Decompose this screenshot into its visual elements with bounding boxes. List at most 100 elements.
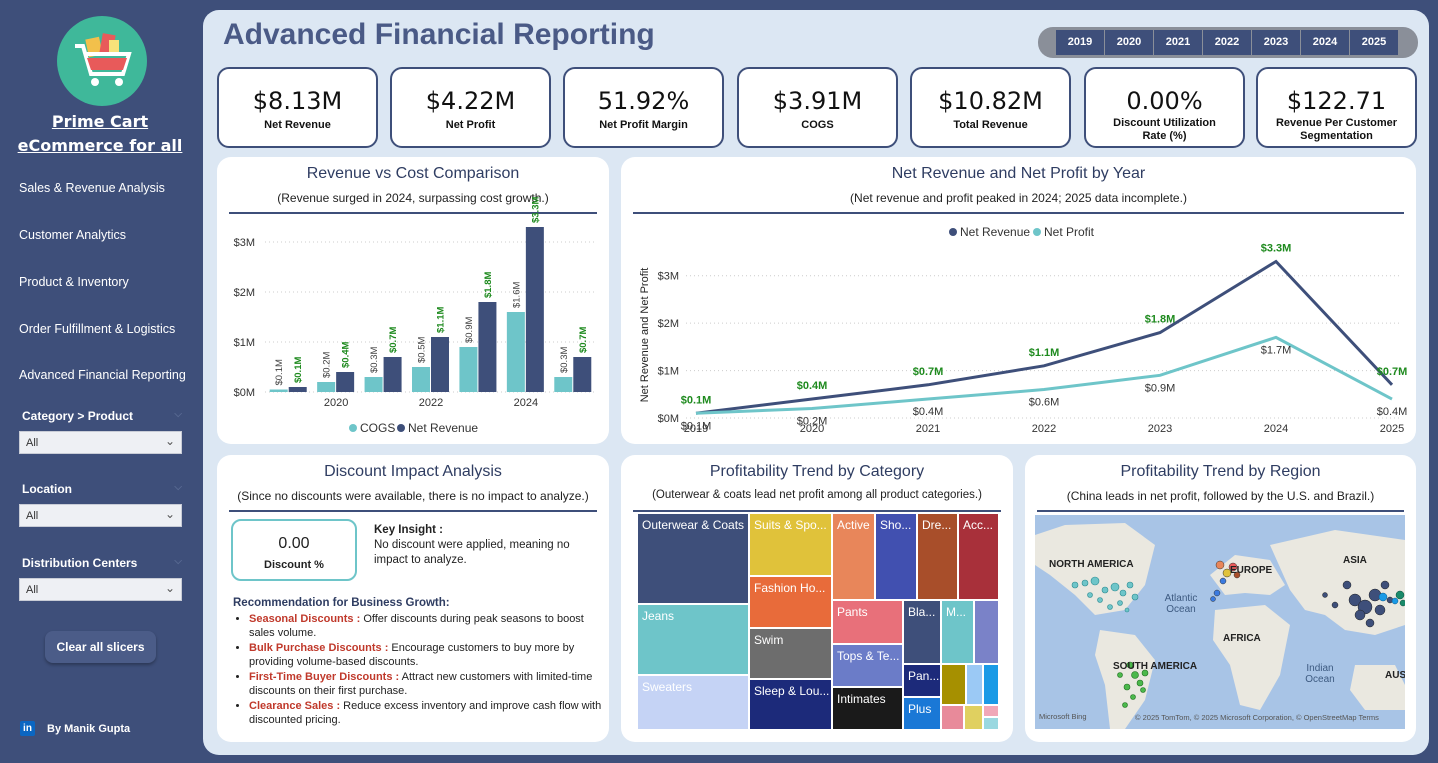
treemap-tile-dresses[interactable]: Dre... xyxy=(917,513,958,600)
chevron-down-icon[interactable]: ⌵ xyxy=(174,482,182,493)
treemap-tile-swim[interactable]: Swim xyxy=(749,628,832,679)
bar-net-revenue xyxy=(573,357,592,392)
x-tick-label: 2022 xyxy=(1032,423,1056,435)
treemap-tile-jeans[interactable]: Jeans xyxy=(637,604,749,675)
location-slicer-dropdown[interactable]: All ⌄ xyxy=(19,504,182,527)
bar-data-label: $0.7M xyxy=(578,327,589,353)
distribution-slicer-dropdown[interactable]: All ⌄ xyxy=(19,578,182,601)
chevron-down-icon[interactable]: ⌵ xyxy=(174,556,182,567)
treemap-tile-sleep[interactable]: Sleep & Lou... xyxy=(749,679,832,730)
year-button-2024[interactable]: 2024 xyxy=(1301,30,1349,55)
rec-key: Bulk Purchase Discounts : xyxy=(249,642,389,654)
treemap-tile-plus[interactable]: Plus xyxy=(903,697,941,730)
rec-text: Offer discounts during peak seasons to b… xyxy=(249,613,584,639)
treemap-tile-fashion-hoodies[interactable]: Fashion Ho... xyxy=(749,576,832,628)
y-axis-label: Net Revenue and Net Profit xyxy=(639,268,651,403)
y-tick-label: $3M xyxy=(658,271,679,283)
bar-cogs xyxy=(269,389,288,392)
nav-order-fulfillment[interactable]: Order Fulfillment & Logistics xyxy=(19,322,176,336)
y-tick-label: $0M xyxy=(234,387,255,399)
treemap-tile-m[interactable]: M... xyxy=(941,600,974,664)
x-tick-label: 2025 xyxy=(1380,423,1404,435)
revenue-cost-bar-chart: $0M $1M $2M $3M $0.1M $0.1M $0.2M $0.4M $0.3M $0.… xyxy=(234,197,597,435)
rec-text: Encourage customers to buy more by provi… xyxy=(249,642,575,668)
brand-line-2: eCommerce for all xyxy=(17,136,183,155)
linkedin-icon[interactable]: in xyxy=(20,721,35,736)
key-insight: Key Insight : No discount were applied, … xyxy=(374,523,599,568)
region-bubble-map[interactable]: NORTH AMERICA EUROPE ASIA AFRICA SOUTH A… xyxy=(1035,515,1405,729)
kpi-value: $3.91M xyxy=(772,87,863,115)
line-data-label: $0.1M xyxy=(681,394,712,406)
chart-subtitle: (Outerwear & coats lead net profit among… xyxy=(652,489,982,501)
year-button-2023[interactable]: 2023 xyxy=(1252,30,1300,55)
chart-title: Profitability Trend by Category xyxy=(709,463,925,480)
treemap-tile-small[interactable] xyxy=(941,705,964,730)
line-data-label: $0.4M xyxy=(797,380,828,392)
map-label-australia: AUSTR xyxy=(1385,670,1405,681)
treemap-tile-small[interactable] xyxy=(983,717,999,730)
bar-cogs xyxy=(364,377,383,392)
treemap-tile-active[interactable]: Active xyxy=(832,513,875,600)
chevron-down-icon[interactable]: ⌵ xyxy=(174,409,182,420)
treemap-tile-small[interactable] xyxy=(983,664,999,705)
rec-key: Seasonal Discounts : xyxy=(249,613,361,625)
treemap-tile-pants-alt[interactable]: Pan... xyxy=(903,664,941,697)
y-tick-label: $3M xyxy=(234,237,255,249)
x-tick-label: 2020 xyxy=(324,397,348,409)
slicer-label-text: Category > Product xyxy=(22,409,134,423)
rec-text: Reduce excess inventory and improve cash… xyxy=(249,700,602,726)
map-label-south-america: SOUTH AMERICA xyxy=(1113,661,1198,672)
treemap-tile-small[interactable] xyxy=(983,705,999,717)
bar-cogs xyxy=(317,382,336,392)
treemap-tile-intimates[interactable]: Intimates xyxy=(832,687,903,730)
nav-sales-revenue[interactable]: Sales & Revenue Analysis xyxy=(19,181,165,195)
recommendations: Recommendation for Business Growth: Seas… xyxy=(233,596,603,728)
nav-advanced-financial[interactable]: Advanced Financial Reporting xyxy=(19,368,186,382)
treemap-tile-accessories[interactable]: Acc... xyxy=(958,513,999,600)
line-data-label: $0.7M xyxy=(913,366,944,378)
series-line-net-revenue xyxy=(695,259,1394,415)
year-button-2019[interactable]: 2019 xyxy=(1056,30,1104,55)
treemap-tile-tops[interactable]: Tops & Te... xyxy=(832,644,903,687)
year-button-2021[interactable]: 2021 xyxy=(1154,30,1202,55)
treemap-tile-misc[interactable] xyxy=(974,600,999,664)
year-button-2022[interactable]: 2022 xyxy=(1203,30,1251,55)
treemap-tile-blazers[interactable]: Bla... xyxy=(903,600,941,664)
nav-customer-analytics[interactable]: Customer Analytics xyxy=(19,228,126,242)
treemap-tile-small[interactable] xyxy=(966,664,983,705)
year-button-2025[interactable]: 2025 xyxy=(1350,30,1398,55)
treemap-tile-sweaters[interactable]: Sweaters xyxy=(637,675,749,730)
divider xyxy=(229,510,597,512)
line-data-label: $0.6M xyxy=(1029,397,1060,409)
bar-data-label: $0.2M xyxy=(322,352,333,378)
treemap-tile-outerwear[interactable]: Outerwear & Coats xyxy=(637,513,749,604)
year-button-2020[interactable]: 2020 xyxy=(1105,30,1153,55)
bar-net-revenue xyxy=(288,387,307,392)
clear-all-slicers-button[interactable]: Clear all slicers xyxy=(45,631,156,663)
insight-text: No discount were applied, meaning no imp… xyxy=(374,539,570,566)
author-credit: in By Manik Gupta xyxy=(20,721,130,736)
y-tick-label: $2M xyxy=(234,287,255,299)
x-tick-label: 2022 xyxy=(419,397,443,409)
treemap-tile-shorts[interactable]: Sho... xyxy=(875,513,917,600)
net-revenue-profit-card: Net Revenue and Net Profit by Year (Net … xyxy=(621,157,1416,444)
kpi-value: $8.13M xyxy=(252,87,343,115)
list-item: Bulk Purchase Discounts : Encourage cust… xyxy=(249,641,603,669)
brand-line-1: Prime Cart xyxy=(51,112,149,131)
treemap-tile-pants[interactable]: Pants xyxy=(832,600,903,644)
nav-product-inventory[interactable]: Product & Inventory xyxy=(19,275,129,289)
slicer-label-location: Location ⌵ xyxy=(22,482,182,496)
discount-kpi: 0.00 Discount % xyxy=(231,519,357,581)
line-data-label: $3.3M xyxy=(1261,242,1292,254)
bar-net-revenue xyxy=(431,337,449,392)
divider xyxy=(1037,510,1404,512)
slicer-value: All xyxy=(26,437,39,449)
x-tick-label: 2021 xyxy=(916,423,940,435)
kpi-label: Net Profit xyxy=(445,119,496,131)
kpi-discount-utilization: 0.00% Discount Utilization Rate (%) xyxy=(1084,67,1245,148)
category-slicer-dropdown[interactable]: All ⌄ xyxy=(19,431,182,454)
net-revenue-profit-line-chart: $0M $1M $2M $3M 2019 2020 2021 2022 2023 2024 2025… xyxy=(639,225,1407,435)
treemap-tile-small[interactable] xyxy=(941,664,966,705)
treemap-tile-small[interactable] xyxy=(964,705,983,730)
treemap-tile-suits[interactable]: Suits & Spo... xyxy=(749,513,832,576)
